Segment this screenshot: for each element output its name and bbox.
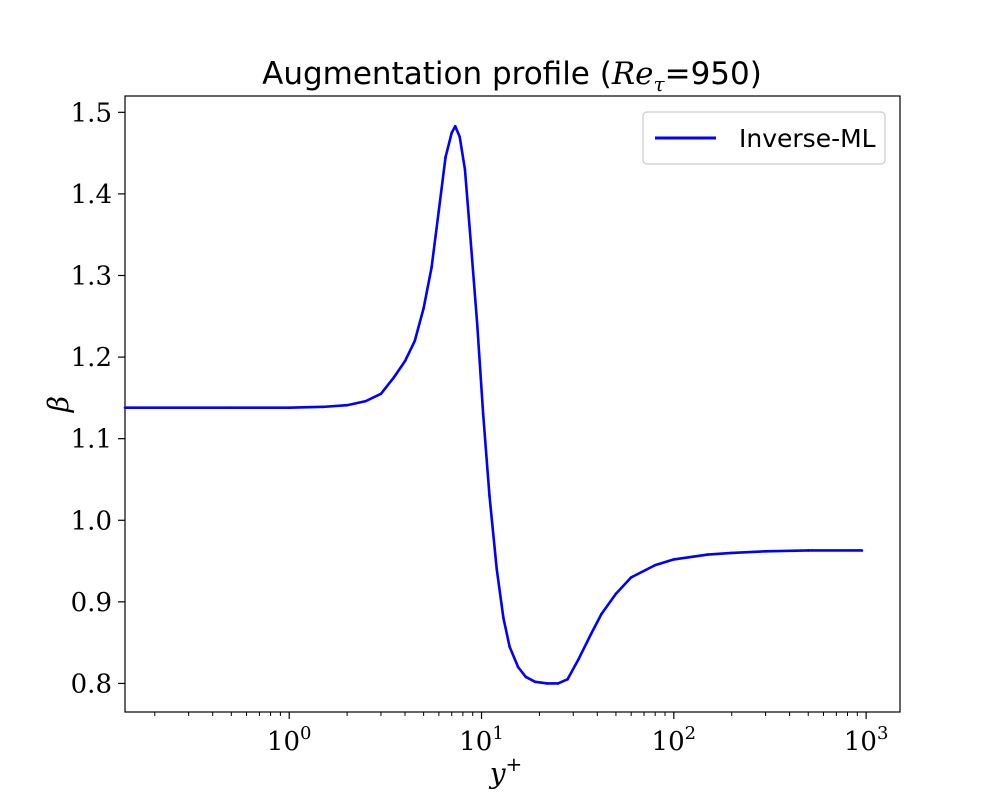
series-0-point-11 [430, 266, 433, 269]
series-0-point-7 [392, 376, 396, 379]
y-tick-label-2: 1.0 [71, 506, 112, 536]
y-tick-label-0: 0.8 [71, 669, 112, 699]
series-0-point-28 [546, 682, 549, 685]
y-tick-label-7: 1.5 [71, 98, 112, 128]
title-math-base: Re [611, 56, 654, 92]
series-0-point-30 [566, 678, 569, 681]
series-layer [123, 124, 864, 685]
series-0-point-18 [469, 241, 473, 245]
series-0-point-15 [453, 124, 457, 128]
series-0-point-38 [706, 553, 709, 556]
y-axis-ticks: 0.8 0.9 1.0 1.1 1.2 1.3 1.4 1.5 [71, 98, 125, 699]
x-tick-label-base-1: 10 [459, 727, 492, 757]
series-0-point-29 [556, 682, 560, 685]
series-0-point-19 [475, 323, 479, 326]
x-axis-ticks: 100 101 102 103 [154, 712, 889, 757]
series-0-point-2 [287, 406, 291, 409]
y-tick-label-3: 1.1 [71, 425, 112, 455]
series-0-point-8 [403, 359, 407, 363]
legend-box [642, 111, 886, 165]
series-0-point-32 [589, 633, 593, 636]
series-0-point-0 [123, 406, 127, 409]
x-tick-label-exp-2: 2 [685, 723, 696, 744]
series-0-point-3 [321, 405, 325, 409]
x-tick-label-0: 100 [267, 723, 312, 757]
series-0-point-25 [516, 665, 520, 669]
chart-title: Augmentation profile (Reτ=950) [262, 56, 762, 96]
x-axis-label-sup: + [506, 752, 523, 776]
series-0-point-21 [488, 494, 491, 498]
title-suffix: =950) [665, 56, 762, 92]
x-tick-label-exp-0: 0 [300, 723, 311, 744]
x-tick-label-base-3: 10 [844, 727, 877, 757]
series-0-point-23 [502, 616, 505, 620]
series-0-point-5 [364, 399, 368, 403]
x-tick-label-2: 102 [652, 723, 697, 757]
series-0-point-1 [230, 406, 233, 409]
series-0-point-24 [508, 645, 511, 649]
series-0-point-16 [458, 135, 461, 139]
y-tick-label-1: 0.9 [71, 588, 112, 618]
x-tick-label-exp-1: 1 [492, 723, 503, 744]
series-0-point-40 [764, 549, 767, 553]
series-0-point-31 [577, 657, 580, 661]
series-0-point-41 [806, 549, 810, 552]
title-math-sub: τ [654, 72, 666, 96]
x-tick-label-exp-3: 3 [877, 723, 888, 744]
plot-area [124, 95, 901, 713]
x-tick-label-base-0: 10 [267, 727, 300, 757]
series-0-point-34 [614, 592, 618, 595]
series-0-point-42 [860, 549, 864, 552]
x-tick-label-3: 103 [844, 723, 889, 757]
series-0-point-33 [600, 612, 603, 616]
series-0-point-39 [730, 551, 734, 555]
y-axis-label: β [42, 396, 75, 413]
series-0-point-13 [444, 155, 447, 159]
y-tick-label-6: 1.4 [71, 180, 112, 210]
series-0-point-6 [379, 392, 383, 396]
series-0-point-37 [672, 558, 676, 561]
series-0-point-12 [437, 208, 441, 212]
series-line-0 [125, 124, 862, 685]
series-0-point-17 [463, 168, 467, 171]
series-0-point-36 [653, 563, 657, 567]
x-tick-label-base-2: 10 [652, 727, 685, 757]
y-tick-label-5: 1.3 [71, 261, 112, 291]
x-axis-label-base: y [488, 757, 507, 790]
series-0-point-10 [422, 306, 425, 310]
series-0-point-14 [450, 131, 454, 135]
title-prefix: Augmentation profile ( [262, 56, 612, 92]
series-0-point-22 [495, 567, 499, 571]
series-0-point-26 [524, 675, 528, 679]
series-0-point-35 [629, 576, 633, 579]
x-tick-label-1: 101 [459, 723, 504, 757]
y-tick-label-4: 1.2 [71, 343, 112, 373]
series-0-point-4 [345, 403, 349, 407]
x-axis-label: y+ [488, 752, 523, 790]
legend-label-inverse-ml: Inverse-ML [739, 124, 876, 153]
legend: Inverse-ML [642, 111, 886, 165]
series-0-point-27 [533, 680, 537, 684]
series-0-point-9 [413, 339, 417, 343]
series-0-point-20 [481, 412, 485, 416]
